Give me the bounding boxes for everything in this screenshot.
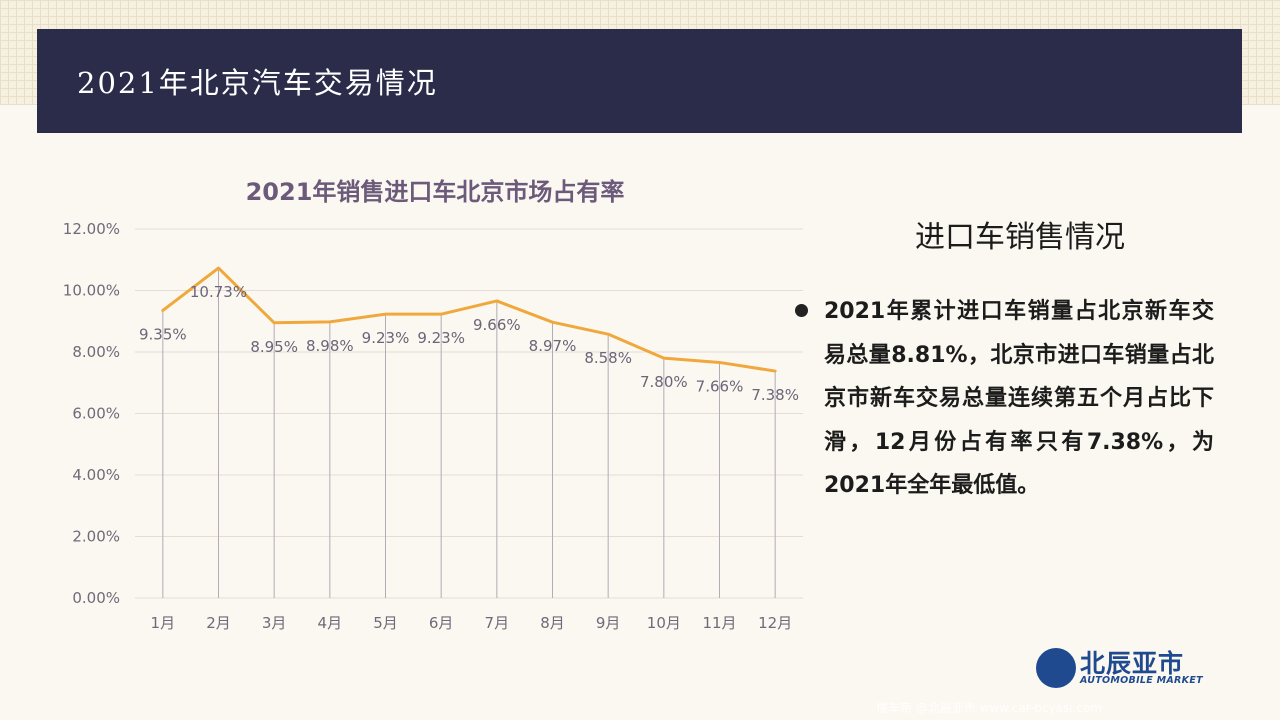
brand-logo: 北辰亚市 AUTOMOBILE MARKET — [1036, 646, 1208, 690]
y-tick-label: 10.00% — [63, 282, 120, 300]
y-tick-label: 8.00% — [72, 343, 120, 361]
x-tick-label: 3月 — [262, 614, 287, 632]
series-line — [161, 266, 777, 373]
data-label: 8.95% — [250, 338, 298, 356]
x-tick-label: 2月 — [206, 614, 231, 632]
x-tick-label: 12月 — [758, 614, 792, 632]
x-tick-label: 7月 — [485, 614, 510, 632]
x-tick-label: 5月 — [373, 614, 398, 632]
x-tick-label: 4月 — [318, 614, 343, 632]
data-label: 7.38% — [751, 386, 799, 404]
data-label: 9.23% — [362, 329, 410, 347]
bullet-icon — [795, 304, 808, 317]
x-tick-label: 1月 — [151, 614, 176, 632]
watermark: 懂车帝 @北辰亚市 www.car-bcyasi.com — [876, 701, 1102, 715]
side-paragraph: 2021年累计进口车销量占北京新车交易总量8.81%，北京市进口车销量占北京市新… — [824, 299, 1214, 498]
data-label: 7.80% — [640, 373, 688, 391]
page-title: 2021年北京汽车交易情况 — [77, 66, 438, 100]
x-tick-label: 8月 — [540, 614, 565, 632]
data-label: 8.98% — [306, 337, 354, 355]
y-tick-label: 12.00% — [63, 220, 120, 238]
logo-emblem-icon — [1036, 648, 1076, 688]
data-label: 9.35% — [139, 325, 187, 343]
x-tick-label: 11月 — [702, 614, 736, 632]
x-tick-label: 9月 — [596, 614, 621, 632]
chart-title: 2021年销售进口车北京市场占有率 — [245, 178, 625, 206]
data-label: 8.58% — [584, 349, 632, 367]
data-label: 9.66% — [473, 316, 521, 334]
y-tick-label: 0.00% — [72, 589, 120, 607]
y-tick-label: 2.00% — [72, 528, 120, 546]
side-section-title: 进口车销售情况 — [915, 220, 1125, 255]
data-label: 10.73% — [190, 283, 247, 301]
data-label: 7.66% — [696, 377, 744, 395]
header-bar: 2021年北京汽车交易情况 — [37, 29, 1242, 133]
y-tick-label: 6.00% — [72, 405, 120, 423]
x-tick-label: 10月 — [647, 614, 681, 632]
data-label: 8.97% — [529, 337, 577, 355]
logo-name: 北辰亚市 — [1080, 649, 1185, 678]
data-label: 9.23% — [417, 329, 465, 347]
y-tick-label: 4.00% — [72, 466, 120, 484]
logo-subtitle: AUTOMOBILE MARKET — [1080, 675, 1203, 686]
x-tick-label: 6月 — [429, 614, 454, 632]
